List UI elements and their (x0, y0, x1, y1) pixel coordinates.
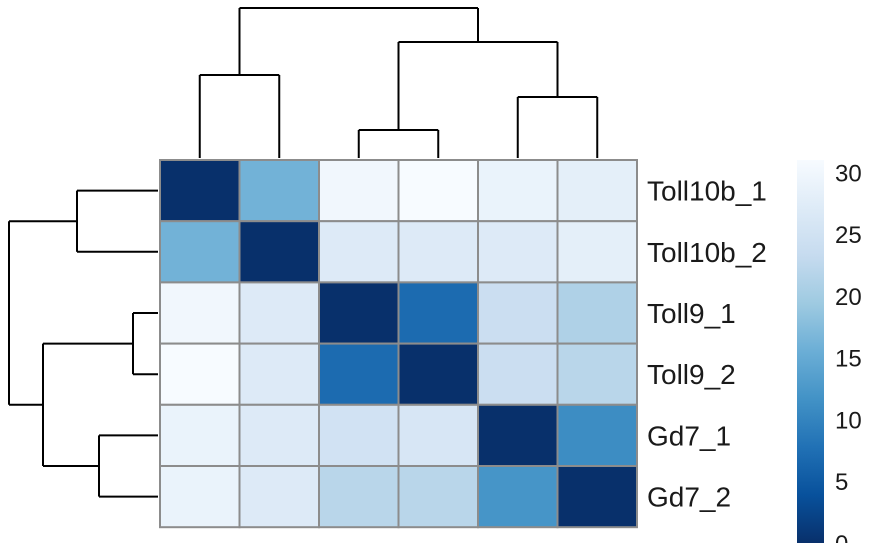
colorbar-tick-label: 0 (835, 531, 848, 543)
colorbar-tick-label: 10 (835, 407, 862, 434)
row-label: Toll10b_2 (647, 237, 767, 268)
row-label: Gd7_2 (647, 482, 731, 513)
heatmap-cell (397, 342, 479, 406)
heatmap-cell (397, 403, 479, 467)
heatmap-cell (318, 281, 400, 345)
heatmap-cell (318, 403, 400, 467)
heatmap-cell (477, 342, 559, 406)
heatmap-cell (477, 220, 559, 284)
row-label: Toll9_2 (647, 359, 736, 390)
heatmap-cell (238, 159, 320, 223)
heatmap-cell (318, 465, 400, 529)
colorbar-tick-label: 15 (835, 346, 862, 373)
heatmap-cell (159, 403, 241, 467)
heatmap-cell (477, 159, 559, 223)
heatmap-cell (159, 281, 241, 345)
heatmap-cell (556, 403, 638, 467)
heatmap-cell (318, 220, 400, 284)
heatmap-cell (159, 220, 241, 284)
heatmap-cell (159, 342, 241, 406)
heatmap-cell (318, 342, 400, 406)
colorbar-gradient (797, 160, 824, 543)
heatmap-cell (477, 465, 559, 529)
heatmap-cell (159, 159, 241, 223)
heatmap-cell (477, 281, 559, 345)
heatmap-cell (238, 220, 320, 284)
heatmap-cell (159, 465, 241, 529)
heatmap-cell (397, 281, 479, 345)
column-dendrogram (198, 7, 599, 158)
row-label: Gd7_1 (647, 420, 731, 451)
heatmap-cell (556, 220, 638, 284)
heatmap-cell (556, 281, 638, 345)
heatmap-cell (397, 159, 479, 223)
heatmap-cell (238, 342, 320, 406)
heatmap-cell (556, 342, 638, 406)
heatmap-cell (318, 159, 400, 223)
colorbar-legend: 0 5 10 15 20 25 30 (797, 160, 862, 548)
colorbar-tick-label: 25 (835, 222, 862, 249)
row-label: Toll9_1 (647, 298, 736, 329)
colorbar-tick-label: 20 (835, 284, 862, 311)
colorbar-tick-label: 30 (835, 160, 862, 187)
heatmap-cell (556, 159, 638, 223)
heatmap-cell (238, 403, 320, 467)
row-labels: Toll10b_1 Toll10b_2 Toll9_1 Toll9_2 Gd7_1 Gd7… (647, 176, 767, 513)
heatmap-cell (477, 403, 559, 467)
heatmap-cell (397, 220, 479, 284)
row-dendrogram (8, 189, 158, 498)
heatmap-cell (397, 465, 479, 529)
heatmap-cell (238, 281, 320, 345)
row-label: Toll10b_1 (647, 176, 767, 207)
colorbar-tick-label: 5 (835, 469, 848, 496)
heatmap-cell (238, 465, 320, 529)
heatmap-cell (556, 465, 638, 529)
heatmap-cells (159, 159, 638, 529)
